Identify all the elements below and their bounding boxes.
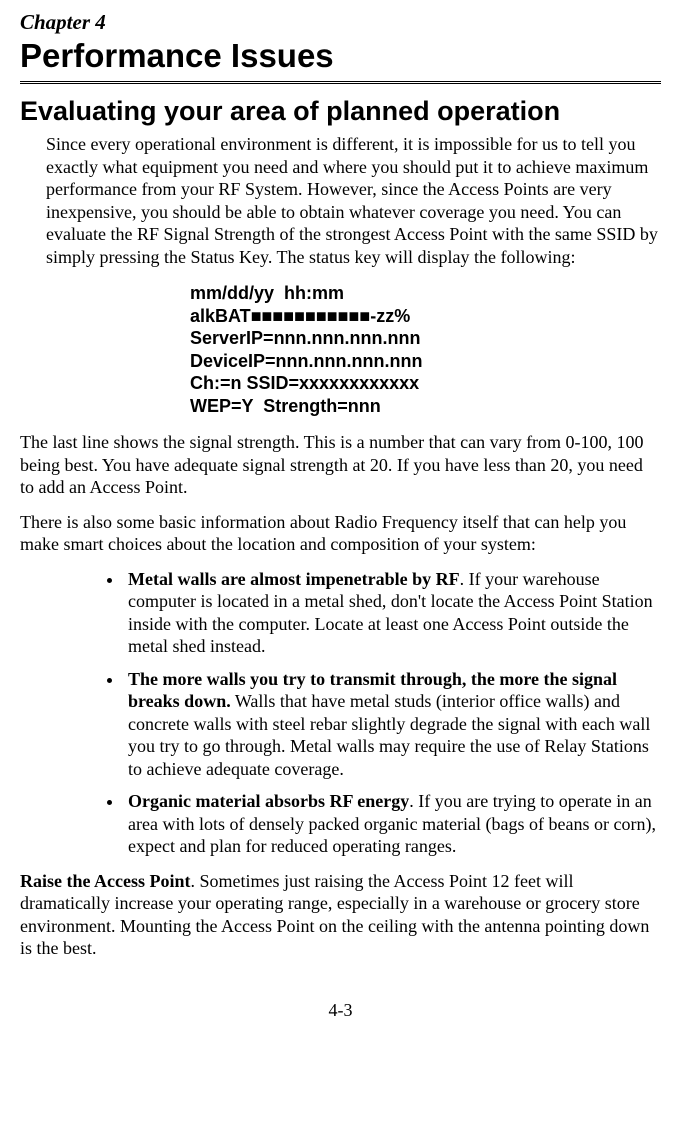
status-line-3: ServerIP=nnn.nnn.nnn.nnn <box>190 328 421 348</box>
status-line-2-suffix: -zz% <box>370 306 410 326</box>
list-item: Organic material absorbs RF energy. If y… <box>124 790 661 858</box>
raise-lead: Raise the Access Point <box>20 871 190 891</box>
status-line-4: DeviceIP=nnn.nnn.nnn.nnn <box>190 351 423 371</box>
signal-strength-paragraph: The last line shows the signal strength.… <box>20 431 661 499</box>
status-display-block: mm/dd/yy hh:mm alkBAT■■■■■■■■■■■-zz% Ser… <box>20 282 661 417</box>
status-line-2-prefix: alkBAT <box>190 306 251 326</box>
bullet-lead: Organic material absorbs RF energy <box>128 791 409 811</box>
bullet-lead: Metal walls are almost impenetrable by R… <box>128 569 460 589</box>
raise-access-point-paragraph: Raise the Access Point. Sometimes just r… <box>20 870 661 960</box>
rf-info-paragraph: There is also some basic information abo… <box>20 511 661 556</box>
section-title: Evaluating your area of planned operatio… <box>20 96 661 127</box>
status-line-5: Ch:=n SSID=xxxxxxxxxxxx <box>190 373 419 393</box>
intro-paragraph: Since every operational environment is d… <box>20 133 661 268</box>
chapter-label: Chapter 4 <box>20 10 661 35</box>
status-line-1: mm/dd/yy hh:mm <box>190 283 344 303</box>
battery-bar-icon: ■■■■■■■■■■■ <box>251 306 371 326</box>
title-rule <box>20 81 661 88</box>
page-container: Chapter 4 Performance Issues Evaluating … <box>0 0 681 1051</box>
page-number: 4-3 <box>20 1000 661 1021</box>
list-item: The more walls you try to transmit throu… <box>124 668 661 781</box>
status-line-6: WEP=Y Strength=nnn <box>190 396 381 416</box>
rf-considerations-list: Metal walls are almost impenetrable by R… <box>20 568 661 858</box>
chapter-title: Performance Issues <box>20 37 661 75</box>
list-item: Metal walls are almost impenetrable by R… <box>124 568 661 658</box>
